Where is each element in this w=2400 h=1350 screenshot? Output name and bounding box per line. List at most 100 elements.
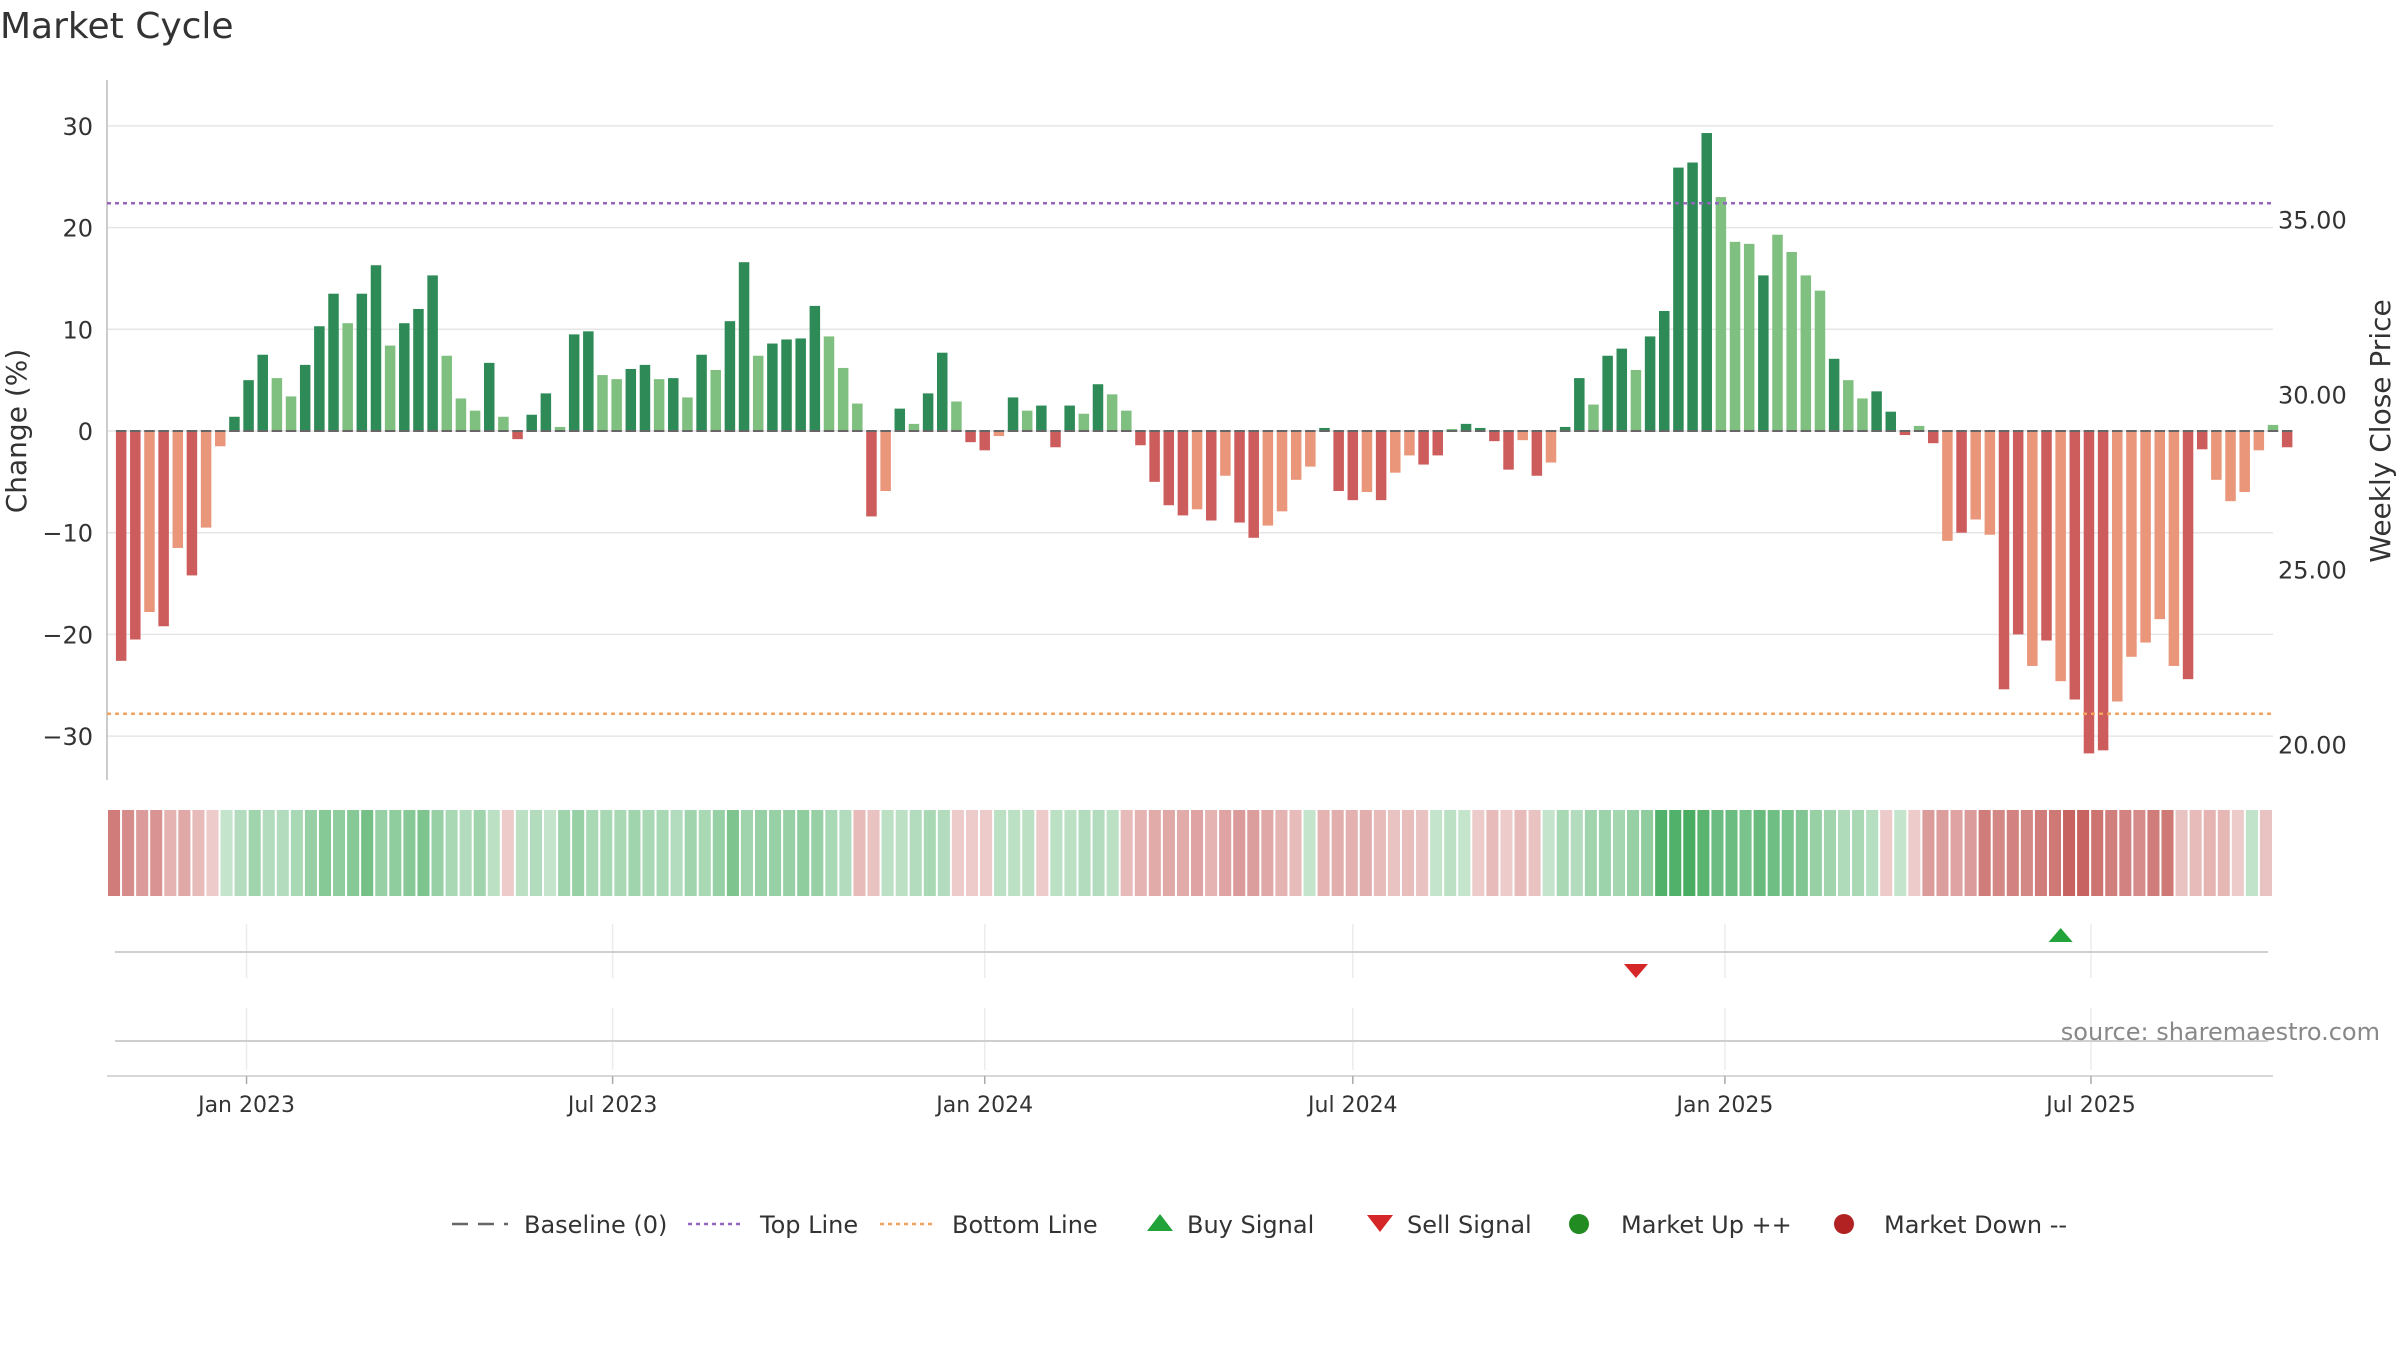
- heat-cell: [1134, 810, 1147, 896]
- heat-cell: [1823, 810, 1836, 896]
- heat-cell: [881, 810, 894, 896]
- change-bar: [880, 431, 891, 492]
- change-bar: [243, 380, 254, 431]
- y-tick-label: −20: [42, 621, 93, 649]
- heat-cell: [1627, 810, 1640, 896]
- heat-cell: [2203, 810, 2216, 896]
- heat-cell: [769, 810, 782, 896]
- y2-tick-label: 20.00: [2278, 732, 2347, 760]
- change-bar: [710, 369, 721, 431]
- legend-label: Baseline (0): [524, 1211, 667, 1239]
- legend-label: Buy Signal: [1187, 1211, 1314, 1239]
- heat-cell: [445, 810, 458, 896]
- y2-tick-label: 25.00: [2278, 557, 2347, 585]
- y2-axis-title: Weekly Close Price: [2364, 299, 2397, 562]
- change-bar: [144, 431, 155, 613]
- heat-cell: [1486, 810, 1499, 896]
- heat-cell: [333, 810, 346, 896]
- change-bar: [1828, 358, 1840, 431]
- change-bar: [1559, 426, 1571, 431]
- heat-cell: [2020, 810, 2033, 896]
- change-bar: [2069, 431, 2081, 700]
- change-bar: [738, 262, 750, 431]
- heat-cell: [389, 810, 402, 896]
- heat-cell: [1120, 810, 1133, 896]
- legend-item-bottom: Bottom Line: [880, 1211, 1098, 1239]
- heat-cell: [1148, 810, 1161, 896]
- change-bar: [1135, 431, 1146, 446]
- heat-cell: [2048, 810, 2062, 896]
- change-bar: [1007, 397, 1019, 431]
- heat-cell: [1669, 810, 1682, 896]
- chart-title: Market Cycle: [0, 6, 234, 47]
- heat-cell: [1106, 810, 1119, 896]
- change-bar: [2041, 431, 2052, 641]
- heat-cell: [234, 810, 247, 896]
- heat-cell: [361, 810, 374, 896]
- heat-cell: [670, 810, 683, 896]
- change-bar: [2168, 431, 2180, 666]
- change-bar: [1545, 431, 1557, 463]
- change-bar: [1800, 275, 1812, 431]
- change-bar: [1375, 431, 1387, 501]
- change-bar: [370, 265, 382, 431]
- y-tick-label: −10: [42, 520, 93, 548]
- heat-cell: [262, 810, 275, 896]
- change-bar: [625, 368, 637, 431]
- heat-cell: [1978, 810, 1991, 896]
- change-bar: [2154, 431, 2165, 620]
- change-bar: [257, 354, 268, 431]
- heat-cell: [1022, 810, 1035, 896]
- change-bar: [1064, 405, 1075, 431]
- heat-cell: [347, 810, 360, 896]
- heat-cell: [2189, 810, 2202, 896]
- x-tick-label: Jul 2024: [1306, 1093, 1398, 1118]
- change-bar: [271, 378, 283, 431]
- change-bar: [1290, 431, 1302, 480]
- change-bar: [526, 414, 537, 431]
- change-bar: [611, 379, 622, 431]
- heat-cell: [1331, 810, 1344, 896]
- x-tick-label: Jan 2023: [196, 1093, 295, 1118]
- change-bar: [399, 323, 410, 431]
- y2-tick-label: 30.00: [2278, 382, 2347, 410]
- heat-cell: [487, 810, 500, 896]
- heat-cell: [2034, 810, 2047, 896]
- change-bar: [1885, 411, 1897, 431]
- change-bar: [1121, 410, 1132, 431]
- heat-cell: [1416, 810, 1429, 896]
- y-tick-label: 10: [62, 316, 93, 344]
- change-bar: [299, 364, 311, 431]
- change-bar: [795, 338, 806, 431]
- change-bar: [172, 431, 184, 548]
- heat-cell: [1852, 810, 1865, 896]
- change-bar: [951, 401, 962, 431]
- heat-cell: [1992, 810, 2005, 896]
- heat-cell: [304, 810, 317, 896]
- change-bar: [328, 293, 339, 431]
- change-bar: [1092, 384, 1104, 431]
- heat-cell: [1964, 810, 1977, 896]
- legend-item-up: Market Up ++: [1569, 1211, 1792, 1239]
- heat-cell: [529, 810, 543, 896]
- heat-cell: [122, 810, 135, 896]
- change-bar: [441, 355, 453, 431]
- change-bar: [1602, 355, 1613, 431]
- change-bar: [1913, 425, 1925, 431]
- change-bar: [1163, 431, 1175, 506]
- change-bar: [158, 431, 169, 627]
- change-bar: [724, 321, 736, 431]
- change-bar: [1927, 431, 1939, 444]
- change-bar: [1446, 428, 1458, 431]
- heat-cell: [1050, 810, 1063, 896]
- change-bar: [356, 293, 368, 431]
- heat-cell: [2161, 810, 2174, 896]
- change-bar: [1701, 133, 1712, 432]
- legend-label: Top Line: [759, 1211, 858, 1239]
- change-bar: [979, 431, 990, 451]
- legend-item-baseline: Baseline (0): [452, 1211, 667, 1239]
- change-bar: [1404, 431, 1415, 456]
- heat-cell: [1767, 810, 1780, 896]
- change-bar: [1361, 431, 1373, 493]
- heat-cell: [2133, 810, 2146, 896]
